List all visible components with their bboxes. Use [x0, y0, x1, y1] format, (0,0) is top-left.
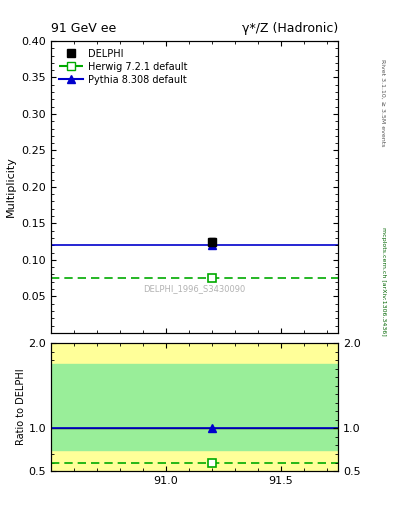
- Text: γ*/Z (Hadronic): γ*/Z (Hadronic): [242, 22, 338, 35]
- Y-axis label: Multiplicity: Multiplicity: [6, 157, 16, 217]
- Text: 91 GeV ee: 91 GeV ee: [51, 22, 116, 35]
- Bar: [51, 365, 338, 450]
- Text: Rivet 3.1.10, ≥ 3.5M events: Rivet 3.1.10, ≥ 3.5M events: [381, 59, 386, 146]
- Text: mcplots.cern.ch [arXiv:1306.3436]: mcplots.cern.ch [arXiv:1306.3436]: [381, 227, 386, 336]
- Bar: [51, 343, 338, 471]
- Y-axis label: Ratio to DELPHI: Ratio to DELPHI: [16, 369, 26, 445]
- Text: DELPHI_1996_S3430090: DELPHI_1996_S3430090: [143, 285, 246, 293]
- Legend: DELPHI, Herwig 7.2.1 default, Pythia 8.308 default: DELPHI, Herwig 7.2.1 default, Pythia 8.3…: [56, 46, 191, 88]
